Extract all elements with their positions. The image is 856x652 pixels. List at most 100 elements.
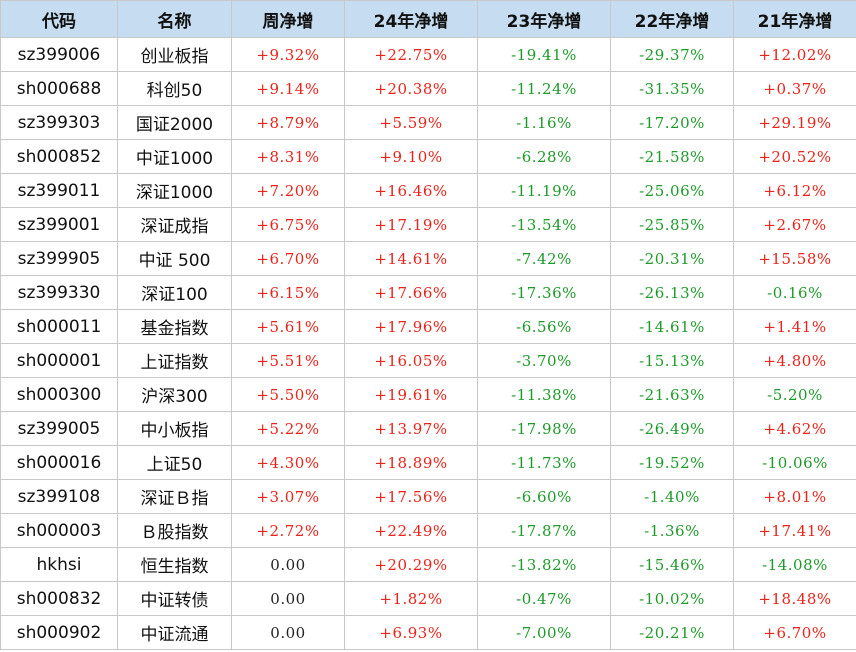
index-name-cell: 深证1000 xyxy=(117,173,232,208)
y2023-change-cell: -17.87% xyxy=(477,513,611,548)
index-name-cell: 恒生指数 xyxy=(117,547,232,582)
index-code-cell: sz399905 xyxy=(0,241,118,276)
y2021-change-cell: +17.41% xyxy=(733,513,856,548)
index-name-cell: 中证流通 xyxy=(117,615,232,650)
table-row: sh000832 中证转债 0.00 +1.82% -0.47% -10.02% +18.4… xyxy=(0,581,856,616)
header-2024-change: 24年净增 xyxy=(344,0,478,38)
week-change-cell: +5.22% xyxy=(231,411,345,446)
header-code: 代码 xyxy=(0,0,118,38)
y2023-change-cell: -13.54% xyxy=(477,207,611,242)
week-change-cell: +8.31% xyxy=(231,139,345,174)
y2023-change-cell: -1.16% xyxy=(477,105,611,140)
y2022-change-cell: -1.40% xyxy=(610,479,734,514)
week-change-cell: +9.14% xyxy=(231,71,345,106)
y2021-change-cell: -0.16% xyxy=(733,275,856,310)
y2024-change-cell: +9.10% xyxy=(344,139,478,174)
y2024-change-cell: +20.38% xyxy=(344,71,478,106)
index-code-cell: sh000011 xyxy=(0,309,118,344)
y2024-change-cell: +19.61% xyxy=(344,377,478,412)
y2024-change-cell: +16.05% xyxy=(344,343,478,378)
table-row: sh000300 沪深300 +5.50% +19.61% -11.38% -21.63%… xyxy=(0,377,856,412)
y2021-change-cell: +6.70% xyxy=(733,615,856,650)
week-change-cell: +2.72% xyxy=(231,513,345,548)
index-name-cell: 上证指数 xyxy=(117,343,232,378)
table-body: sz399006 创业板指 +9.32% +22.75% -19.41% -29.37% +… xyxy=(0,37,856,650)
week-change-cell: +6.15% xyxy=(231,275,345,310)
y2023-change-cell: -13.82% xyxy=(477,547,611,582)
y2021-change-cell: +20.52% xyxy=(733,139,856,174)
week-change-cell: 0.00 xyxy=(231,581,345,616)
table-row: sz399303 国证2000 +8.79% +5.59% -1.16% -17.20% +… xyxy=(0,105,856,140)
y2023-change-cell: -17.36% xyxy=(477,275,611,310)
y2022-change-cell: -14.61% xyxy=(610,309,734,344)
y2024-change-cell: +1.82% xyxy=(344,581,478,616)
y2024-change-cell: +5.59% xyxy=(344,105,478,140)
table-row: sh000003 Ｂ股指数 +2.72% +22.49% -17.87% -1.36% +1… xyxy=(0,513,856,548)
index-name-cell: 基金指数 xyxy=(117,309,232,344)
index-name-cell: 深证100 xyxy=(117,275,232,310)
index-name-cell: 中证转债 xyxy=(117,581,232,616)
y2022-change-cell: -29.37% xyxy=(610,37,734,72)
y2022-change-cell: -31.35% xyxy=(610,71,734,106)
table-row: sh000001 上证指数 +5.51% +16.05% -3.70% -15.13% +4… xyxy=(0,343,856,378)
week-change-cell: +9.32% xyxy=(231,37,345,72)
y2022-change-cell: -21.58% xyxy=(610,139,734,174)
week-change-cell: +5.50% xyxy=(231,377,345,412)
table-row: sz399905 中证 500 +6.70% +14.61% -7.42% -20.31%… xyxy=(0,241,856,276)
y2022-change-cell: -21.63% xyxy=(610,377,734,412)
index-name-cell: 上证50 xyxy=(117,445,232,480)
y2021-change-cell: +8.01% xyxy=(733,479,856,514)
index-name-cell: 科创50 xyxy=(117,71,232,106)
y2021-change-cell: -5.20% xyxy=(733,377,856,412)
index-code-cell: sh000003 xyxy=(0,513,118,548)
index-name-cell: Ｂ股指数 xyxy=(117,513,232,548)
y2023-change-cell: -11.73% xyxy=(477,445,611,480)
y2023-change-cell: -11.38% xyxy=(477,377,611,412)
index-code-cell: sh000688 xyxy=(0,71,118,106)
header-row: 代码 名称 周净增 24年净增 23年净增 22年净增 21年净增 xyxy=(0,0,856,38)
y2022-change-cell: -15.13% xyxy=(610,343,734,378)
index-name-cell: 创业板指 xyxy=(117,37,232,72)
y2021-change-cell: +0.37% xyxy=(733,71,856,106)
table-row: sz399005 中小板指 +5.22% +13.97% -17.98% -26.49% +… xyxy=(0,411,856,446)
index-name-cell: 国证2000 xyxy=(117,105,232,140)
header-2021-change: 21年净增 xyxy=(733,0,856,38)
week-change-cell: +6.70% xyxy=(231,241,345,276)
index-name-cell: 中证 500 xyxy=(117,241,232,276)
y2024-change-cell: +17.56% xyxy=(344,479,478,514)
y2024-change-cell: +17.66% xyxy=(344,275,478,310)
week-change-cell: +5.51% xyxy=(231,343,345,378)
index-code-cell: sz399006 xyxy=(0,37,118,72)
index-code-cell: hkhsi xyxy=(0,547,118,582)
index-code-cell: sz399011 xyxy=(0,173,118,208)
y2023-change-cell: -19.41% xyxy=(477,37,611,72)
table-row: sh000016 上证50 +4.30% +18.89% -11.73% -19.52% -… xyxy=(0,445,856,480)
y2024-change-cell: +22.49% xyxy=(344,513,478,548)
y2024-change-cell: +6.93% xyxy=(344,615,478,650)
y2023-change-cell: -0.47% xyxy=(477,581,611,616)
header-week-change: 周净增 xyxy=(231,0,345,38)
week-change-cell: +3.07% xyxy=(231,479,345,514)
y2021-change-cell: -14.08% xyxy=(733,547,856,582)
y2023-change-cell: -3.70% xyxy=(477,343,611,378)
y2022-change-cell: -20.31% xyxy=(610,241,734,276)
y2021-change-cell: +15.58% xyxy=(733,241,856,276)
y2021-change-cell: +1.41% xyxy=(733,309,856,344)
y2021-change-cell: +2.67% xyxy=(733,207,856,242)
index-code-cell: sh000832 xyxy=(0,581,118,616)
y2024-change-cell: +14.61% xyxy=(344,241,478,276)
y2022-change-cell: -25.85% xyxy=(610,207,734,242)
y2022-change-cell: -19.52% xyxy=(610,445,734,480)
y2022-change-cell: -26.13% xyxy=(610,275,734,310)
index-code-cell: sz399108 xyxy=(0,479,118,514)
index-code-cell: sz399330 xyxy=(0,275,118,310)
y2023-change-cell: -17.98% xyxy=(477,411,611,446)
index-code-cell: sz399005 xyxy=(0,411,118,446)
y2023-change-cell: -6.56% xyxy=(477,309,611,344)
y2023-change-cell: -11.24% xyxy=(477,71,611,106)
header-name: 名称 xyxy=(117,0,232,38)
y2022-change-cell: -25.06% xyxy=(610,173,734,208)
index-name-cell: 中小板指 xyxy=(117,411,232,446)
y2023-change-cell: -6.60% xyxy=(477,479,611,514)
